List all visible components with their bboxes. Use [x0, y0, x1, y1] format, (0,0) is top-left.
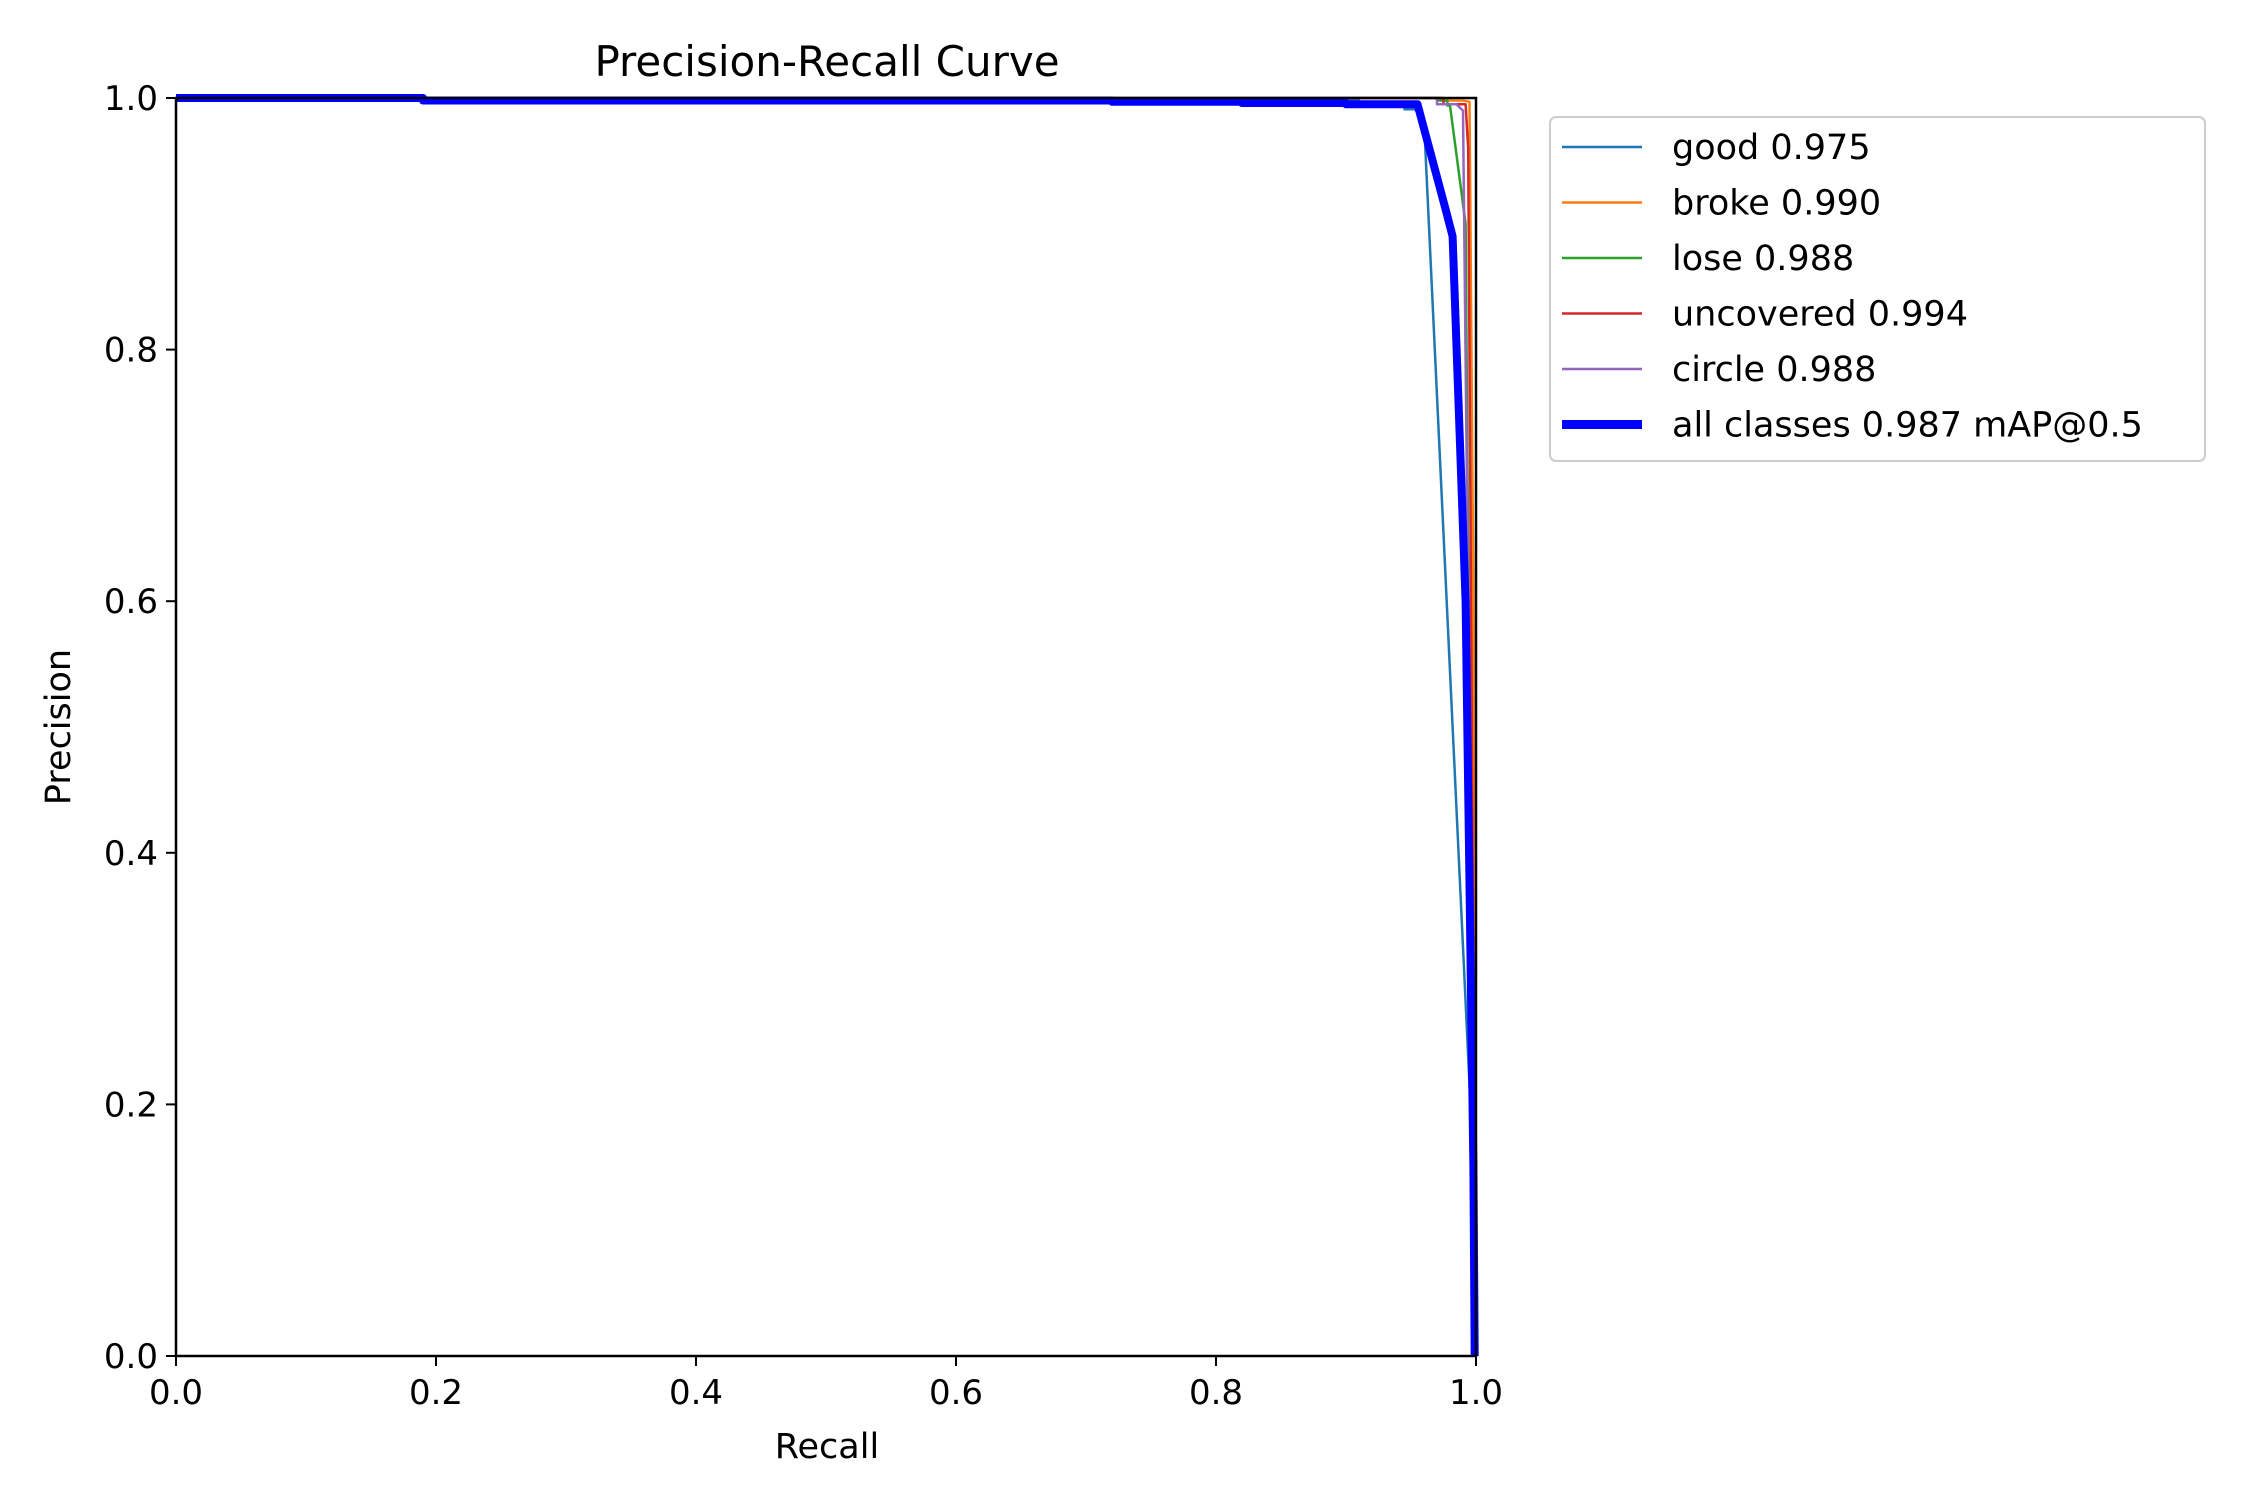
x-tick-label: 1.0 [1449, 1373, 1503, 1413]
series-line-1 [176, 96, 1476, 1357]
x-tick-label: 0.0 [149, 1373, 203, 1413]
y-tick-label: 0.2 [104, 1085, 158, 1125]
x-tick-label: 0.2 [409, 1373, 463, 1413]
y-tick-label: 0.8 [104, 331, 158, 371]
y-tick-label: 1.0 [104, 79, 158, 119]
y-tick-label: 0.4 [104, 834, 158, 874]
y-axis-label: Precision [39, 649, 79, 805]
series-line-0 [176, 96, 1476, 1357]
x-axis: 0.0 0.2 0.4 0.6 0.8 1.0 [149, 1356, 1503, 1413]
y-tick-label: 0.0 [104, 1337, 158, 1377]
legend-entry-2: lose 0.988 [1672, 239, 1854, 279]
legend-entry-1: broke 0.990 [1672, 184, 1881, 224]
y-axis: 0.0 0.2 0.4 0.6 0.8 1.0 [104, 79, 176, 1377]
legend-frame [1549, 116, 2206, 462]
legend: good 0.975 broke 0.990 lose 0.988 uncovered… [1549, 116, 2206, 462]
legend-entry-3: uncovered 0.994 [1672, 295, 1968, 335]
x-tick-label: 0.4 [669, 1373, 723, 1413]
x-tick-label: 0.6 [929, 1373, 983, 1413]
series-line-5 [176, 94, 1479, 1357]
series-layer [176, 94, 1479, 1357]
legend-entry-0: good 0.975 [1672, 128, 1871, 168]
series-line-2 [176, 96, 1476, 1357]
y-tick-label: 0.6 [104, 582, 158, 622]
plot-frame [174, 96, 1478, 1358]
x-tick-label: 0.8 [1189, 1373, 1243, 1413]
chart-title: Precision-Recall Curve [594, 37, 1059, 86]
legend-entry-5: all classes 0.987 mAP@0.5 [1672, 406, 2143, 446]
series-line-3 [176, 96, 1476, 1357]
x-axis-label: Recall [775, 1427, 879, 1467]
legend-items: good 0.975 broke 0.990 lose 0.988 uncovered… [1562, 128, 2143, 446]
legend-entry-4: circle 0.988 [1672, 350, 1876, 390]
series-line-4 [176, 96, 1476, 1357]
